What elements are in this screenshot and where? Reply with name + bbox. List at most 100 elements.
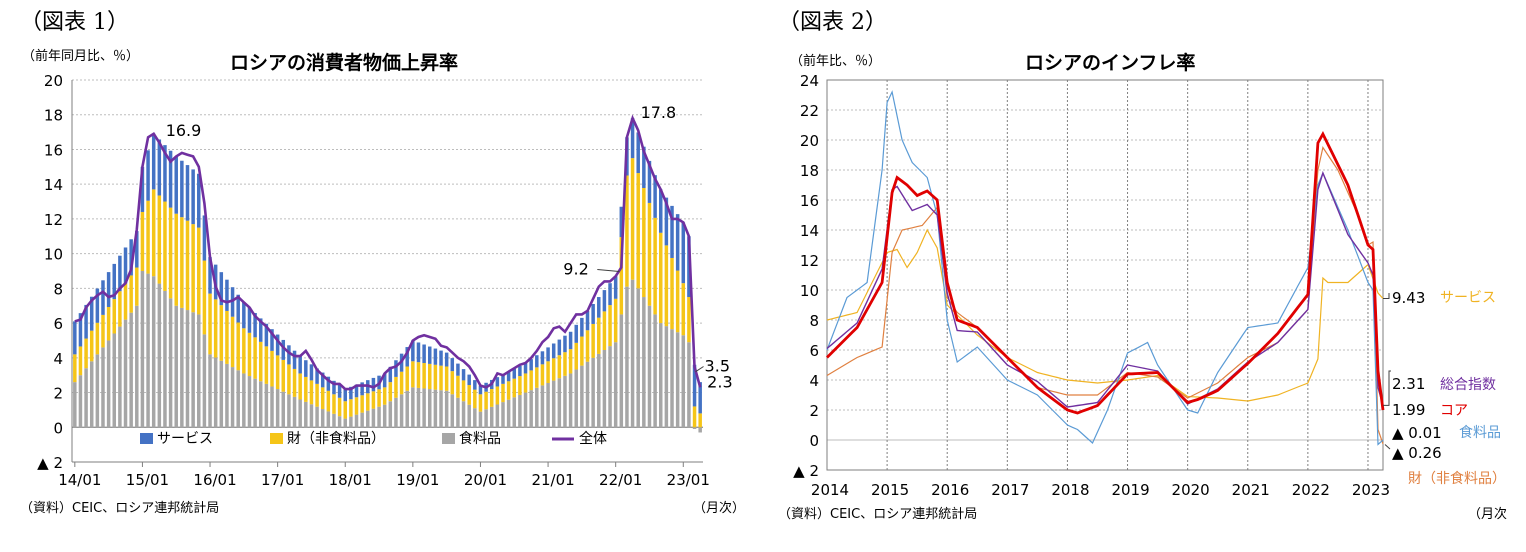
- bar-service: [287, 345, 291, 365]
- bar-food: [84, 368, 88, 428]
- bar-service: [444, 352, 449, 367]
- bar-goods: [382, 387, 387, 405]
- x-tick-label: 15/01: [126, 471, 169, 489]
- x-tick-label: 21/01: [531, 471, 574, 489]
- bar-food: [467, 404, 471, 428]
- bar-service: [163, 145, 167, 202]
- bar-service: [230, 287, 235, 317]
- bar-service: [535, 355, 539, 368]
- bar-service: [467, 374, 471, 386]
- bar-food: [484, 409, 488, 428]
- bar-food: [185, 310, 190, 428]
- bar-food: [287, 394, 291, 428]
- bar-service: [140, 166, 145, 212]
- bar-goods: [484, 391, 488, 410]
- bar-goods: [433, 364, 438, 390]
- end-label-services-value: 9.43: [1392, 289, 1425, 307]
- bar-food: [123, 319, 128, 428]
- bar-goods: [236, 322, 240, 371]
- bar-goods: [202, 260, 207, 335]
- bar-goods: [670, 257, 674, 330]
- bar-goods: [501, 383, 505, 403]
- bar-goods: [129, 275, 133, 313]
- bar-goods: [326, 390, 331, 412]
- bar-service: [292, 350, 297, 369]
- bar-food: [151, 276, 156, 428]
- y-tick-label: 18: [44, 107, 63, 125]
- bar-goods: [230, 316, 235, 368]
- bar-goods: [242, 328, 246, 374]
- figure-1-source: （資料）CEIC、ロシア連邦統計局: [20, 501, 220, 516]
- bar-service: [473, 380, 477, 390]
- bar-goods: [168, 207, 173, 299]
- bar-goods: [135, 267, 139, 306]
- bar-food: [664, 326, 669, 428]
- bar-goods: [540, 364, 545, 386]
- bar-food: [281, 391, 286, 428]
- bar-food: [687, 342, 691, 428]
- bar-service: [191, 169, 195, 225]
- bar-food: [270, 386, 274, 428]
- bar-goods: [473, 389, 477, 409]
- y-tick-label: 8: [809, 312, 819, 330]
- bar-goods: [698, 413, 702, 428]
- bar-service: [247, 307, 252, 333]
- bar-goods: [157, 195, 162, 284]
- bar-service: [78, 313, 83, 347]
- bar-service: [258, 318, 263, 342]
- bar-service: [647, 160, 652, 203]
- bar-food: [512, 397, 517, 428]
- bar-food: [608, 346, 612, 428]
- bar-goods: [315, 383, 319, 407]
- bar-food: [180, 307, 184, 428]
- bar-goods: [354, 397, 359, 415]
- bar-food: [574, 369, 578, 428]
- annotation-2023-02: 3.5: [705, 357, 730, 376]
- legend-swatch: [270, 433, 283, 444]
- bar-food: [95, 354, 100, 428]
- y-tick-label: ▲ 2: [37, 454, 63, 472]
- x-tick-label: 17/01: [261, 471, 304, 489]
- bar-goods: [371, 391, 376, 409]
- y-tick-label: 8: [53, 280, 63, 298]
- end-label-food-value: ▲ 0.01: [1392, 424, 1442, 442]
- bar-goods: [377, 389, 381, 407]
- bar-food: [230, 367, 235, 428]
- bar-service: [135, 231, 139, 268]
- bar-food: [675, 332, 680, 428]
- bar-food: [236, 370, 240, 428]
- x-tick-label: 16/01: [193, 471, 236, 489]
- bar-service: [546, 347, 550, 362]
- bar-service: [275, 334, 280, 356]
- bar-service: [422, 344, 426, 364]
- bar-service: [574, 324, 578, 343]
- bar-goods: [478, 394, 483, 412]
- x-tick-label: 2018: [1051, 481, 1089, 499]
- bar-goods: [360, 395, 364, 413]
- bar-goods: [495, 386, 500, 405]
- bar-service: [433, 348, 438, 365]
- line-fig2_total: [826, 170, 1384, 408]
- bar-service: [461, 369, 466, 381]
- bar-goods: [506, 381, 511, 400]
- bar-service: [371, 377, 376, 392]
- bar-service: [591, 303, 595, 324]
- bar-service: [73, 321, 77, 355]
- bar-service: [123, 247, 128, 284]
- bar-food: [89, 361, 94, 428]
- bar-food: [382, 404, 387, 428]
- y-tick-label: 0: [53, 419, 63, 437]
- end-label-goods-name: 財（非食料品）: [1408, 470, 1506, 487]
- bar-service: [540, 351, 545, 365]
- bar-food: [213, 357, 218, 428]
- bar-goods: [428, 363, 432, 390]
- bar-goods: [287, 364, 291, 395]
- bar-food: [489, 406, 494, 428]
- bar-food: [219, 360, 224, 428]
- bar-goods: [585, 330, 590, 362]
- bar-service: [568, 331, 573, 350]
- bar-service: [653, 175, 657, 218]
- bar-service: [264, 323, 269, 347]
- bar-food: [551, 380, 556, 428]
- bar-service: [309, 364, 314, 381]
